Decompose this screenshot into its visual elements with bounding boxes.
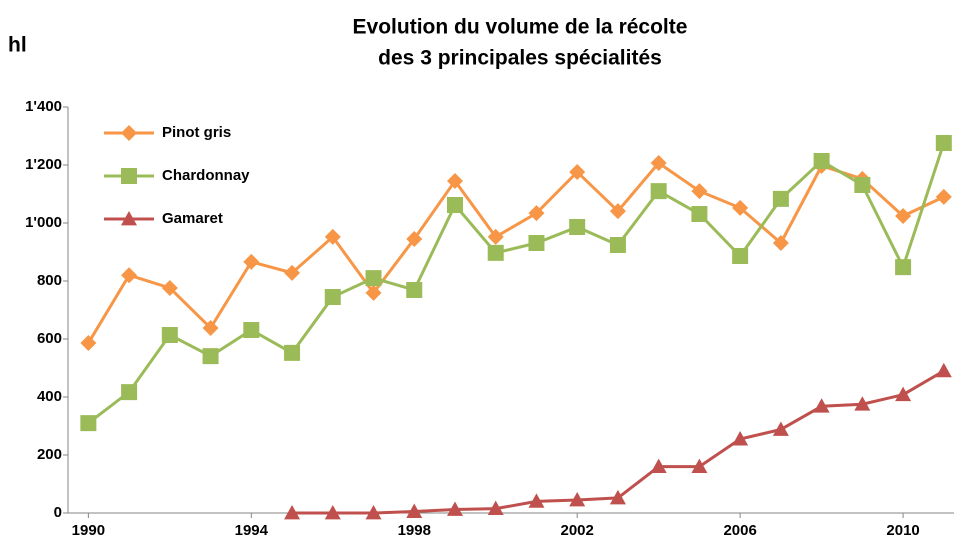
marker [284,264,301,281]
marker [365,284,382,301]
marker [732,431,749,446]
marker [202,348,219,365]
marker [569,219,586,236]
marker [609,237,626,254]
marker [121,267,138,284]
marker [528,493,545,508]
legend-label: Gamaret [162,210,223,227]
marker [121,168,137,184]
marker [324,228,341,245]
marker [324,288,341,305]
marker [487,500,504,516]
marker [284,344,301,361]
x-tick-label: 1998 [398,522,431,539]
marker [487,244,504,261]
chart-title: des 3 principales spécialités [378,47,662,70]
marker [161,326,178,343]
marker [569,163,586,180]
marker [80,335,97,352]
marker [121,211,137,226]
marker [609,489,626,505]
marker [487,228,504,245]
marker [854,177,871,194]
marker [406,281,423,298]
marker [446,501,463,516]
marker [365,270,382,287]
y-tick-label: 800 [37,272,62,289]
marker [528,205,545,222]
marker [691,183,708,200]
y-tick-label: 600 [37,330,62,347]
x-tick-label: 1994 [235,522,269,539]
marker [528,235,545,252]
series-line [87,160,945,344]
marker [895,259,912,276]
y-axis-label: hl [8,34,27,57]
marker [446,172,463,189]
marker [609,203,626,220]
marker [935,362,952,378]
marker [895,386,912,402]
legend-label: Chardonnay [162,167,250,184]
marker [732,199,749,216]
marker [854,396,871,411]
marker [732,248,749,265]
marker [813,152,830,169]
y-tick-label: 1'400 [25,98,62,115]
marker [243,253,260,270]
marker [446,197,463,214]
y-tick-label: 1'000 [25,214,62,231]
marker [324,505,341,520]
y-tick-label: 400 [37,388,62,405]
x-tick-label: 2010 [886,522,919,539]
marker [650,154,667,171]
marker [406,230,423,247]
marker [243,322,260,339]
marker [121,125,137,141]
x-tick-label: 1990 [72,522,105,539]
marker [691,206,708,223]
series-line [87,142,946,425]
marker [772,190,789,207]
marker [202,319,219,336]
marker [895,208,912,225]
marker [569,491,586,507]
marker [935,134,952,151]
marker [284,505,301,520]
marker [650,458,667,473]
marker [935,188,952,205]
chart-title: Evolution du volume de la récolte [353,16,688,39]
marker [121,384,138,401]
marker [813,398,830,413]
marker [161,279,178,296]
y-tick-label: 200 [37,446,62,463]
y-tick-label: 0 [54,504,62,521]
marker [691,458,708,473]
legend-label: Pinot gris [162,124,231,141]
marker [406,503,423,518]
marker [365,505,382,520]
x-tick-label: 2006 [723,522,756,539]
marker [80,415,97,432]
y-tick-label: 1'200 [25,156,62,173]
marker [772,421,789,436]
marker [650,183,667,200]
marker [772,235,789,252]
x-tick-label: 2002 [561,522,594,539]
